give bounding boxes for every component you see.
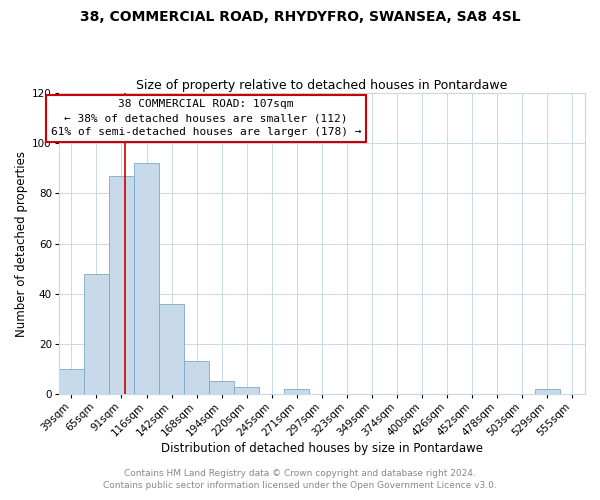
Y-axis label: Number of detached properties: Number of detached properties [15,150,28,336]
Bar [84,274,109,394]
Bar [284,389,310,394]
Bar [109,176,134,394]
Bar [134,164,159,394]
Text: Contains HM Land Registry data © Crown copyright and database right 2024.
Contai: Contains HM Land Registry data © Crown c… [103,469,497,490]
Bar [234,386,259,394]
X-axis label: Distribution of detached houses by size in Pontardawe: Distribution of detached houses by size … [161,442,483,455]
Bar [535,389,560,394]
Title: Size of property relative to detached houses in Pontardawe: Size of property relative to detached ho… [136,79,508,92]
Bar [59,369,84,394]
Bar [209,382,234,394]
Text: 38, COMMERCIAL ROAD, RHYDYFRO, SWANSEA, SA8 4SL: 38, COMMERCIAL ROAD, RHYDYFRO, SWANSEA, … [80,10,520,24]
Text: 38 COMMERCIAL ROAD: 107sqm
← 38% of detached houses are smaller (112)
61% of sem: 38 COMMERCIAL ROAD: 107sqm ← 38% of deta… [51,99,361,137]
Bar [184,362,209,394]
Bar [159,304,184,394]
